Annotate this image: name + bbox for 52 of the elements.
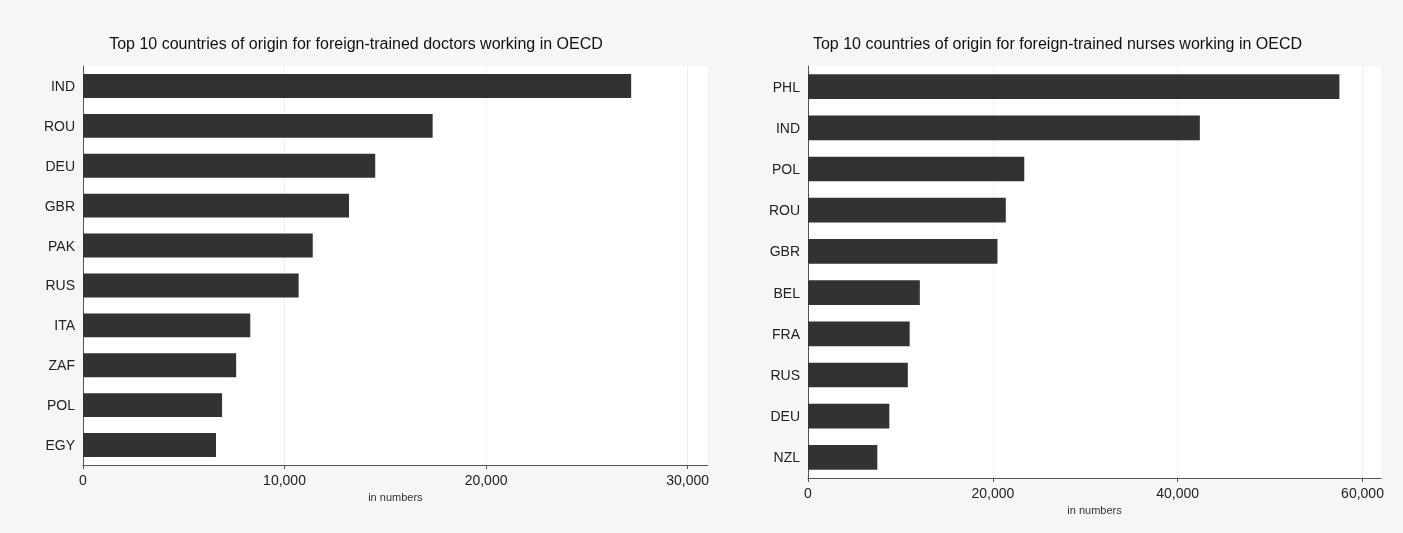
- bar: [808, 362, 908, 388]
- y-tick-label: POL: [771, 161, 801, 177]
- bar: [808, 445, 878, 470]
- bar: [808, 115, 1200, 141]
- y-tick-label: ZAF: [48, 357, 75, 374]
- bar: [808, 321, 910, 347]
- bar: [808, 74, 1340, 99]
- x-tick-label: 60,000: [1341, 485, 1385, 501]
- bar: [83, 153, 376, 178]
- y-tick-label: FRA: [772, 325, 801, 342]
- chart-title: Top 10 countries of origin for foreign-trained nurses working in OECD: [812, 34, 1303, 52]
- bar: [808, 403, 890, 429]
- y-tick-label: POL: [46, 397, 76, 414]
- y-tick-label: RUS: [45, 277, 75, 294]
- bar: [83, 193, 350, 218]
- bar: [808, 239, 998, 264]
- y-tick-label: RUS: [770, 367, 800, 383]
- y-tick-label: ITA: [54, 317, 76, 334]
- y-tick-label: EGY: [45, 437, 76, 454]
- bar: [808, 280, 920, 305]
- y-tick-label: ROU: [43, 117, 75, 134]
- y-tick-label: BEL: [773, 284, 801, 301]
- bar: [83, 73, 632, 98]
- y-tick-label: DEU: [770, 408, 800, 425]
- y-tick-label: PAK: [48, 237, 76, 254]
- y-tick-label: ROU: [768, 202, 800, 219]
- x-tick-label: 20,000: [464, 472, 508, 488]
- bar: [83, 353, 237, 378]
- chart-title: Top 10 countries of origin for foreign-trained doctors working in OECD: [109, 34, 603, 52]
- bar: [83, 233, 313, 258]
- x-tick-label: 10,000: [263, 472, 307, 488]
- bar: [83, 433, 217, 458]
- bar: [83, 393, 223, 418]
- y-tick-label: GBR: [769, 243, 800, 260]
- y-tick-label: IND: [775, 119, 800, 136]
- x-tick-label: 20,000: [971, 485, 1015, 501]
- bar: [808, 156, 1025, 182]
- y-tick-label: NZL: [773, 449, 801, 466]
- x-tick-label: 0: [804, 485, 813, 501]
- bar: [83, 313, 251, 338]
- bar: [808, 197, 1006, 223]
- x-tick-label: 40,000: [1156, 485, 1200, 501]
- bar: [83, 273, 299, 298]
- bar: [83, 113, 433, 138]
- x-tick-label: 30,000: [666, 472, 710, 488]
- y-tick-label: DEU: [45, 157, 75, 174]
- x-axis-title: in numbers: [368, 491, 424, 504]
- y-tick-label: IND: [50, 77, 75, 94]
- y-tick-label: GBR: [44, 197, 75, 214]
- x-axis-title: in numbers: [1067, 504, 1123, 517]
- y-tick-label: PHL: [772, 78, 801, 95]
- x-tick-label: 0: [79, 472, 88, 488]
